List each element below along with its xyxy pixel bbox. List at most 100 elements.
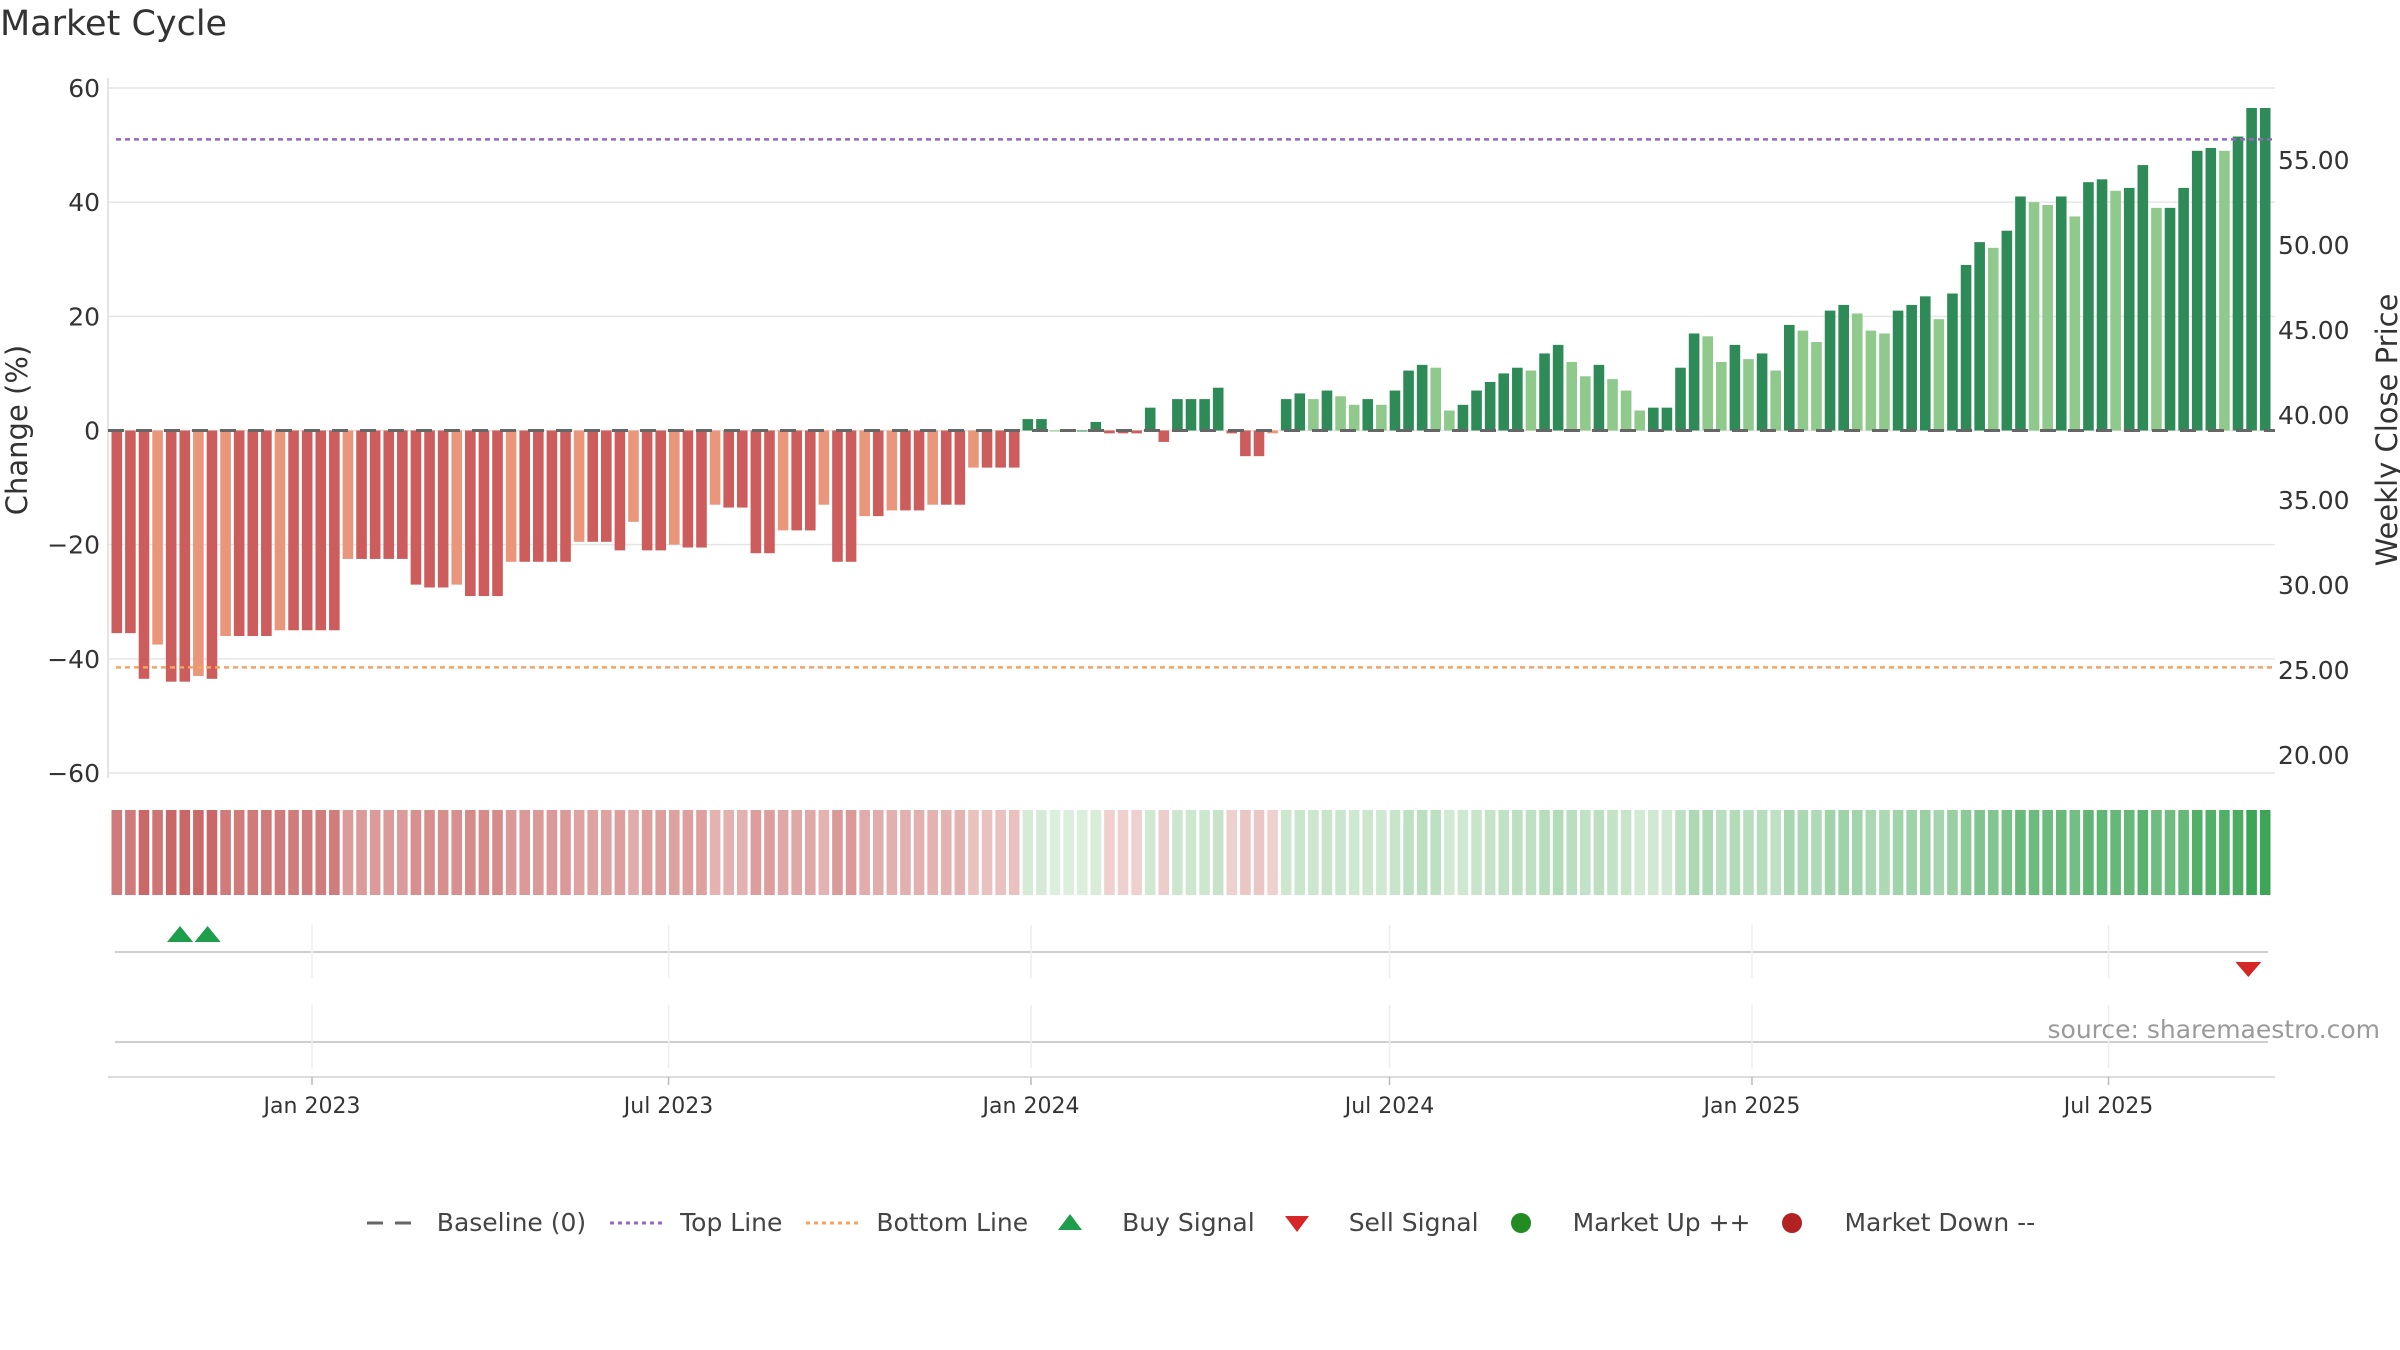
bar [519,430,531,562]
chart-title: Market Cycle [0,4,228,44]
y-tick-label-right: 30.00 [2278,571,2350,600]
legend-label-buy-signal: Buy Signal [1122,1208,1255,1237]
heat-cell [478,810,490,895]
legend-item-bottom-line[interactable]: Bottom Line [804,1208,1028,1237]
heat-cell [573,810,585,895]
bar [2110,190,2121,431]
bar [1797,330,1809,431]
bar [736,430,748,508]
heat-cell [1240,810,1251,895]
bar [1566,362,1578,431]
bar [1729,344,1741,431]
heat-cell [437,810,449,895]
heat-cell [111,810,123,895]
bar [2001,230,2013,431]
bar [614,430,626,551]
heat-cell [533,810,544,895]
bar [2015,196,2026,431]
bar [2219,150,2230,431]
heat-cell [546,810,558,895]
heat-cell [655,810,667,895]
heat-cell [1226,810,1238,895]
heat-cell [1580,810,1591,895]
bar [533,430,544,562]
bar [2123,187,2135,431]
legend-item-sell-signal[interactable]: Sell Signal [1277,1208,1479,1237]
heat-cell [614,810,626,895]
bar [1811,342,1822,431]
bar [927,430,938,505]
bar [709,430,721,505]
heat-cell [179,810,191,895]
bar [1919,296,1931,431]
y-tick-label-right: 35.00 [2278,486,2350,515]
legend-item-market-down[interactable]: Market Down -- [1772,1208,2035,1237]
heat-cell [1892,810,1904,895]
bar [1389,390,1401,431]
bar [845,430,857,562]
heat-cell [492,810,503,895]
bar [1851,313,1863,431]
legend-item-top-line[interactable]: Top Line [608,1208,782,1237]
heat-cell [1416,810,1428,895]
heat-cell [2001,810,2013,895]
heat-cell [1022,810,1034,895]
heat-cell [1104,810,1115,895]
bar [1253,430,1265,457]
bar [1471,390,1482,431]
market-down-legend-icon [1782,1212,1803,1233]
bar [1756,353,1768,431]
legend: Baseline (0) Top Line Bottom Line Buy Si… [0,1208,2400,1237]
heat-cell [2164,810,2176,895]
heat-cell [2110,810,2121,895]
bottom-line-legend-icon [806,1221,861,1224]
bar [1933,319,1945,431]
heat-cell [193,810,204,895]
heat-cell [1036,810,1047,895]
bar [2028,202,2040,431]
heat-cell [2191,810,2203,895]
bar [750,430,762,554]
heat-cell [2232,810,2244,895]
heat-cell [1131,810,1142,895]
bar [1457,404,1469,431]
heat-cell [1498,810,1510,895]
bar [1688,333,1700,431]
heat-cell [1117,810,1129,895]
heat-cell [315,810,327,895]
bar [1240,430,1251,457]
heat-cell [152,810,163,895]
heat-cell [1756,810,1768,895]
bar [872,430,884,517]
top-line-legend-icon [610,1221,665,1224]
heat-cell [1484,810,1496,895]
heat-cell [1906,810,1917,895]
bar [247,430,259,636]
heat-cell [1620,810,1632,895]
legend-item-buy-signal[interactable]: Buy Signal [1050,1208,1255,1237]
legend-item-baseline[interactable]: Baseline (0) [365,1208,586,1237]
heat-cell [1879,810,1890,895]
heat-cell [233,810,245,895]
bar [1348,404,1360,431]
heat-cell [940,810,952,895]
bar [2096,179,2108,431]
heat-cell [872,810,884,895]
bar [274,430,286,631]
bar [2191,150,2203,431]
market-up-legend-icon [1510,1212,1531,1233]
bar [573,430,585,542]
legend-item-market-up[interactable]: Market Up ++ [1501,1208,1750,1237]
bar [900,430,911,511]
bar [1444,410,1455,431]
bar [1947,293,1958,431]
x-tick-label: Jan 2025 [1702,1094,1801,1119]
heat-cell [1783,810,1795,895]
bar [1702,336,1714,431]
heat-cell [2151,810,2162,895]
heat-cell [369,810,381,895]
bar [1185,399,1197,431]
heat-cell [451,810,463,895]
bar [1199,399,1210,431]
bar [1294,393,1306,431]
